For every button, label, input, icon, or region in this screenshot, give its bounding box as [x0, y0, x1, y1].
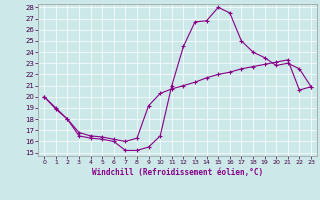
X-axis label: Windchill (Refroidissement éolien,°C): Windchill (Refroidissement éolien,°C)	[92, 168, 263, 177]
